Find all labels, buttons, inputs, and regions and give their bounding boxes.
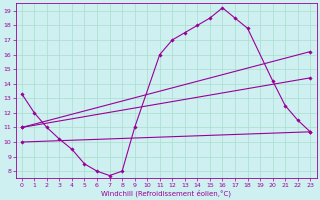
X-axis label: Windchill (Refroidissement éolien,°C): Windchill (Refroidissement éolien,°C) (101, 189, 231, 197)
